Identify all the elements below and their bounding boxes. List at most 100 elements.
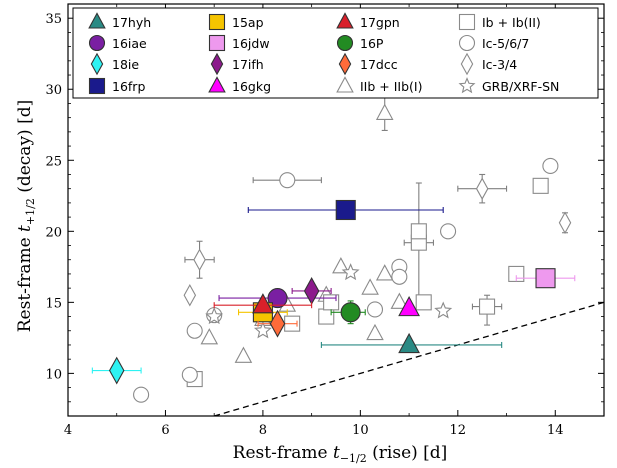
x-axis-title: Rest-frame t−1/2 (rise) [d] bbox=[233, 443, 448, 465]
legend-marker bbox=[90, 52, 104, 76]
legend-entry: 18ie bbox=[90, 52, 139, 76]
object-16p bbox=[330, 300, 366, 325]
series-ic-5-6-7 bbox=[133, 157, 559, 403]
comparison-point bbox=[558, 211, 572, 235]
comparison-point bbox=[181, 366, 198, 383]
object-17dcc bbox=[257, 309, 298, 338]
legend-entry: 17gpn bbox=[336, 12, 400, 30]
comparison-point bbox=[366, 301, 384, 318]
legend-label: Ic-5/6/7 bbox=[482, 36, 529, 51]
plot-inner bbox=[91, 95, 604, 416]
series-ic-3-4 bbox=[183, 173, 572, 307]
legend-marker bbox=[336, 76, 354, 93]
comparison-point bbox=[410, 223, 427, 240]
legend-label: 16P bbox=[360, 36, 384, 51]
legend-marker bbox=[88, 12, 106, 29]
legend-marker bbox=[208, 34, 226, 52]
y-tick-label: 35 bbox=[45, 12, 62, 27]
comparison-point bbox=[193, 248, 206, 271]
comparison-point bbox=[200, 328, 219, 345]
legend-box bbox=[72, 7, 599, 99]
comparison-point bbox=[183, 283, 197, 307]
object-marker bbox=[340, 302, 361, 323]
x-tick-label: 14 bbox=[547, 423, 564, 438]
legend-label: 17hyh bbox=[112, 15, 151, 30]
x-tick-label: 4 bbox=[64, 423, 72, 438]
legend-entry: 16iae bbox=[88, 34, 147, 52]
legend-label: 15ap bbox=[232, 15, 264, 30]
comparison-point bbox=[253, 321, 272, 339]
y-tick-label: 10 bbox=[45, 367, 62, 382]
x-tick-label: 8 bbox=[259, 423, 267, 438]
legend-marker bbox=[460, 52, 474, 76]
comparison-point bbox=[205, 307, 224, 325]
comparison-point bbox=[234, 346, 253, 363]
plot-area bbox=[91, 95, 604, 416]
comparison-point bbox=[186, 322, 203, 339]
series-grb-xrf-sn bbox=[205, 263, 453, 339]
comparison-point bbox=[375, 103, 394, 120]
object-18ie bbox=[91, 356, 142, 385]
reference-line bbox=[213, 301, 604, 416]
legend-entry: Ib + Ib(II) bbox=[458, 13, 541, 31]
legend-label: 16iae bbox=[112, 36, 147, 51]
x-tick-label: 6 bbox=[161, 423, 169, 438]
object-marker bbox=[252, 293, 274, 314]
legend-label: IIb + IIb(I) bbox=[360, 79, 422, 94]
legend-marker bbox=[210, 52, 224, 76]
comparison-point bbox=[361, 278, 379, 295]
legend-marker bbox=[88, 34, 106, 52]
legend-label: Ib + Ib(II) bbox=[482, 15, 541, 30]
object-marker bbox=[303, 277, 320, 305]
legend-marker bbox=[336, 12, 354, 29]
legend-marker bbox=[458, 77, 476, 94]
legend-entry: 17ifh bbox=[210, 52, 264, 76]
legend-entry: 17hyh bbox=[88, 12, 151, 30]
legend-label: 17gpn bbox=[360, 15, 400, 30]
legend-label: 16jdw bbox=[232, 36, 270, 51]
legend-entry: 16frp bbox=[88, 77, 145, 95]
legend-entry: 16P bbox=[336, 34, 384, 52]
legend-label: 16frp bbox=[112, 79, 145, 94]
object-marker bbox=[535, 268, 556, 289]
y-axis-title: Rest-frame t+1/2 (decay) [d] bbox=[15, 100, 37, 333]
comparison-point bbox=[375, 264, 394, 281]
comparison-point bbox=[133, 386, 150, 403]
legend-entry: Ic-5/6/7 bbox=[458, 34, 529, 52]
object-marker bbox=[398, 295, 420, 317]
y-tick-label: 20 bbox=[45, 225, 62, 240]
object-marker bbox=[335, 199, 356, 221]
legend-marker bbox=[338, 52, 352, 76]
legend-marker bbox=[458, 13, 476, 31]
legend-marker bbox=[208, 13, 226, 31]
axes: 4 6 8 10 12 14 10 15 20 25 30 35 bbox=[45, 3, 605, 438]
comparison-point bbox=[332, 257, 350, 274]
object-16frp bbox=[247, 199, 444, 221]
comparison-point bbox=[415, 294, 432, 311]
legend-entry: 16jdw bbox=[208, 34, 270, 52]
object-marker bbox=[269, 309, 286, 338]
legend-marker bbox=[88, 77, 106, 95]
legend-label: GRB/XRF-SN bbox=[482, 79, 559, 94]
legend-label: 16gkg bbox=[232, 79, 271, 94]
comparison-point bbox=[366, 323, 384, 341]
y-tick-label: 30 bbox=[45, 83, 62, 98]
legend-label: 18ie bbox=[112, 57, 139, 72]
legend-marker bbox=[458, 34, 476, 52]
legend-entry: GRB/XRF-SN bbox=[458, 77, 559, 94]
object-17gpn bbox=[213, 293, 313, 314]
legend-marker bbox=[336, 34, 354, 52]
comparison-point bbox=[279, 172, 296, 189]
object-marker bbox=[398, 332, 420, 354]
legend-entry: 17dcc bbox=[338, 52, 398, 76]
object-16jdw bbox=[515, 268, 576, 289]
legend-label: Ic-3/4 bbox=[482, 57, 517, 72]
comparison-point bbox=[475, 177, 489, 200]
plot-frame bbox=[67, 3, 605, 417]
object-17hyh bbox=[320, 332, 503, 354]
legend-entry: 15ap bbox=[208, 13, 264, 31]
legend-entry: 16gkg bbox=[208, 76, 271, 94]
legend: 17hyh 16iae 18ie 16frp 15ap 16jdw 17ifh 16gkg 17… bbox=[72, 7, 599, 99]
comparison-point bbox=[532, 177, 549, 194]
comparison-point bbox=[440, 223, 457, 240]
